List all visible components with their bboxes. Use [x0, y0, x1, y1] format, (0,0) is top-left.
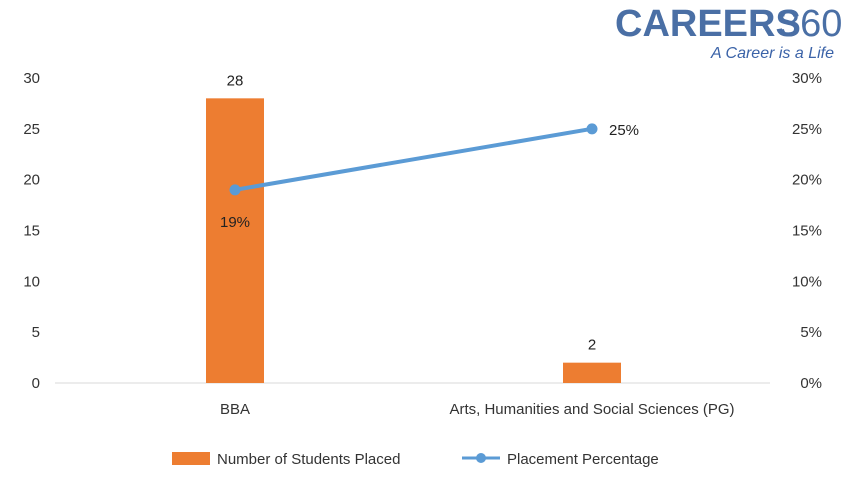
- y-tick-label: 15: [23, 223, 40, 240]
- right-axis: 0% 5% 10% 15% 20% 25% 30%: [792, 70, 822, 392]
- legend-swatch-bar: [172, 452, 210, 465]
- category-label: Arts, Humanities and Social Sciences (PG…: [449, 401, 734, 418]
- bar-data-label: 28: [227, 72, 244, 89]
- y2-tick-label: 0%: [800, 375, 822, 392]
- y2-tick-label: 25%: [792, 121, 822, 138]
- careers360-logo: CAREERS 360 A Career is a Life: [615, 3, 842, 62]
- y-tick-label: 20: [23, 172, 40, 189]
- bar-series: 28 2: [206, 72, 621, 383]
- y2-tick-label: 5%: [800, 324, 822, 341]
- brand-tagline: A Career is a Life: [710, 45, 834, 62]
- y2-tick-label: 20%: [792, 172, 822, 189]
- line-series: 19% 25%: [220, 122, 639, 231]
- left-axis: 0 5 10 15 20 25 30: [23, 70, 40, 392]
- y2-tick-label: 10%: [792, 273, 822, 290]
- brand-name: CAREERS: [615, 3, 801, 45]
- bar-data-label: 2: [588, 337, 596, 354]
- y-tick-label: 25: [23, 121, 40, 138]
- category-label: BBA: [220, 401, 250, 418]
- bar: [563, 362, 621, 383]
- legend: Number of Students Placed Placement Perc…: [172, 451, 659, 468]
- legend-label-bar: Number of Students Placed: [217, 451, 400, 468]
- brand-number: 360: [779, 3, 842, 45]
- y-tick-label: 0: [32, 375, 40, 392]
- y-tick-label: 10: [23, 273, 40, 290]
- line-point: [586, 123, 598, 135]
- bar: [206, 98, 264, 383]
- y-tick-label: 30: [23, 70, 40, 87]
- y2-tick-label: 30%: [792, 70, 822, 87]
- line-data-label: 19%: [220, 214, 250, 231]
- line-point: [229, 184, 241, 196]
- legend-label-line: Placement Percentage: [507, 451, 659, 468]
- line-data-label: 25%: [609, 122, 639, 139]
- legend-marker-line: [476, 453, 486, 463]
- category-labels: BBA Arts, Humanities and Social Sciences …: [220, 401, 735, 418]
- y2-tick-label: 15%: [792, 223, 822, 240]
- series-line: [234, 126, 593, 192]
- y-tick-label: 5: [32, 324, 40, 341]
